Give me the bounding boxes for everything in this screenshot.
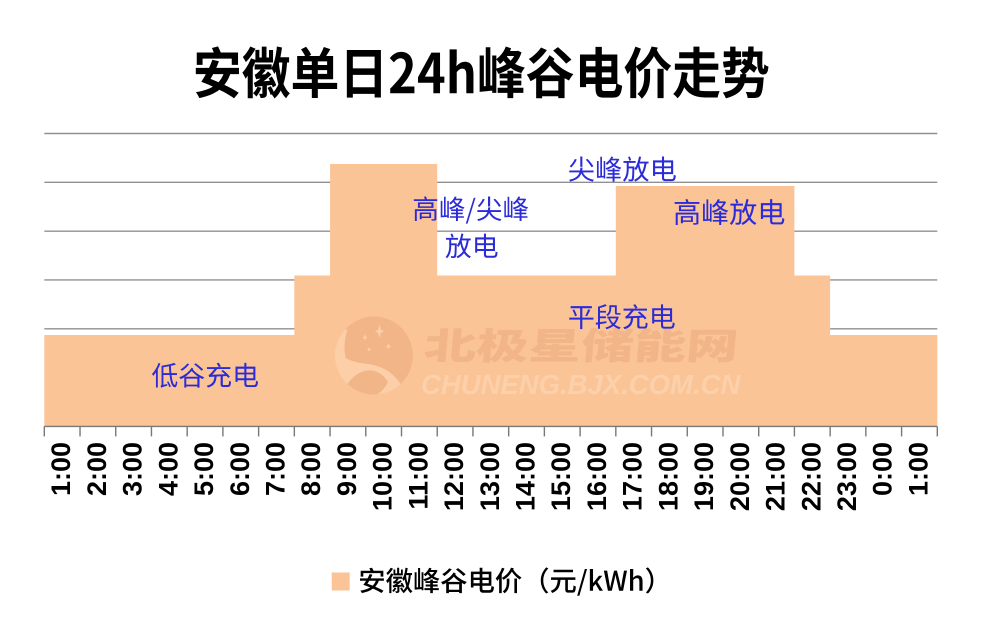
svg-text:16:00: 16:00 — [582, 442, 612, 511]
svg-text:17:00: 17:00 — [618, 442, 648, 511]
svg-text:21:00: 21:00 — [761, 442, 791, 511]
svg-text:5:00: 5:00 — [189, 442, 219, 496]
svg-text:7:00: 7:00 — [260, 442, 290, 496]
svg-text:14:00: 14:00 — [511, 442, 541, 511]
svg-text:1:00: 1:00 — [903, 442, 933, 496]
svg-text:23:00: 23:00 — [832, 442, 862, 511]
svg-text:6:00: 6:00 — [225, 442, 255, 496]
svg-text:12:00: 12:00 — [439, 442, 469, 511]
svg-text:15:00: 15:00 — [546, 442, 576, 511]
svg-text:10:00: 10:00 — [368, 442, 398, 511]
svg-text:19:00: 19:00 — [689, 442, 719, 511]
svg-text:8:00: 8:00 — [296, 442, 326, 496]
svg-text:0:00: 0:00 — [868, 442, 898, 496]
svg-text:CHUNENG.BJX.COM.CN: CHUNENG.BJX.COM.CN — [421, 369, 741, 400]
svg-text:2:00: 2:00 — [82, 442, 112, 496]
svg-text:11:00: 11:00 — [403, 442, 433, 510]
svg-text:3:00: 3:00 — [118, 442, 148, 496]
svg-text:20:00: 20:00 — [725, 442, 755, 511]
svg-text:22:00: 22:00 — [796, 442, 826, 511]
svg-text:4:00: 4:00 — [153, 442, 183, 496]
svg-text:13:00: 13:00 — [475, 442, 505, 511]
svg-text:18:00: 18:00 — [653, 442, 683, 511]
svg-text:9:00: 9:00 — [332, 442, 362, 496]
svg-text:1:00: 1:00 — [46, 442, 76, 496]
